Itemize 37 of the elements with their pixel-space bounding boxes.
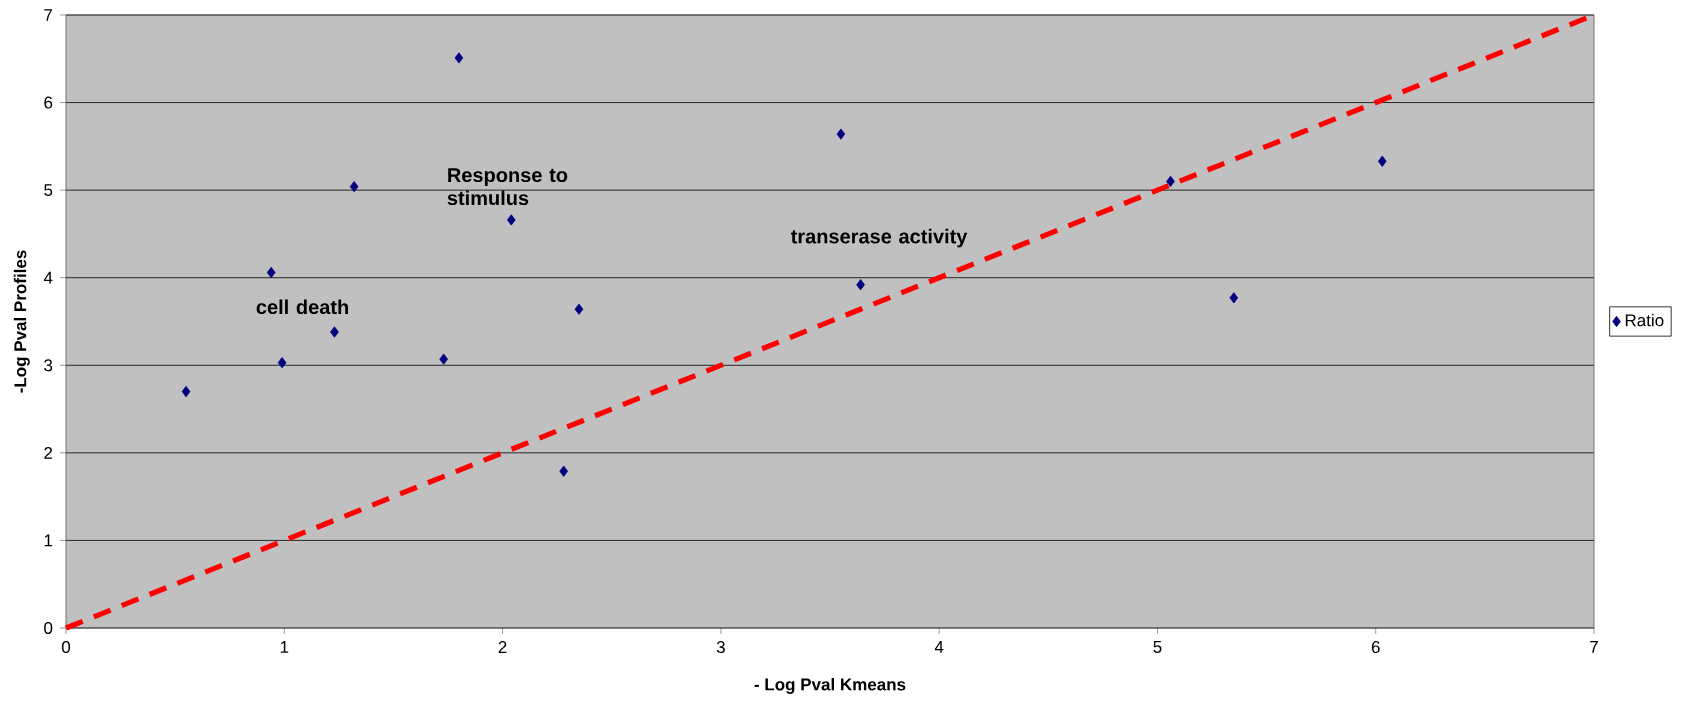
y-tick-label: 0: [44, 621, 53, 635]
x-tick-label: 0: [61, 641, 71, 654]
point: [349, 181, 359, 193]
x-tick-label: 4: [934, 641, 944, 653]
y-tick-label: 2: [44, 446, 53, 459]
point: [507, 214, 516, 226]
x-axis-title: - Log Pval Kmeans: [754, 677, 906, 694]
point: [181, 385, 191, 398]
point: [559, 465, 568, 477]
x-tick-label: 6: [1371, 641, 1380, 654]
point: [574, 303, 584, 315]
legend-label: Ratio: [1625, 313, 1664, 327]
y-tick-label: 6: [44, 96, 53, 109]
point: [1166, 175, 1175, 187]
x-tick-label: 1: [280, 641, 289, 653]
annotation: cell death: [256, 299, 348, 315]
y-tick-label: 1: [44, 534, 53, 547]
x-tick-label: 5: [1153, 641, 1162, 653]
point: [1229, 292, 1239, 304]
point: [836, 128, 846, 140]
annotation: transerase activity: [790, 228, 968, 248]
x-tick-label: 3: [716, 641, 725, 654]
point: [277, 357, 287, 369]
annotation: Response to stimulus: [447, 168, 568, 206]
y-axis-title: -Log Pval Profiles: [13, 250, 30, 393]
point: [454, 52, 464, 64]
point: [1377, 155, 1387, 167]
point: [856, 279, 865, 291]
point: [330, 326, 339, 338]
point: [266, 266, 276, 279]
x-tick-label: 2: [498, 641, 507, 653]
point: [439, 353, 448, 365]
y-tick-label: 5: [44, 184, 53, 197]
y-tick-label: 4: [43, 271, 53, 284]
y-tick-label: 7: [44, 9, 53, 21]
x-tick-label: 7: [1590, 641, 1598, 653]
y-tick-label: 3: [44, 359, 53, 372]
